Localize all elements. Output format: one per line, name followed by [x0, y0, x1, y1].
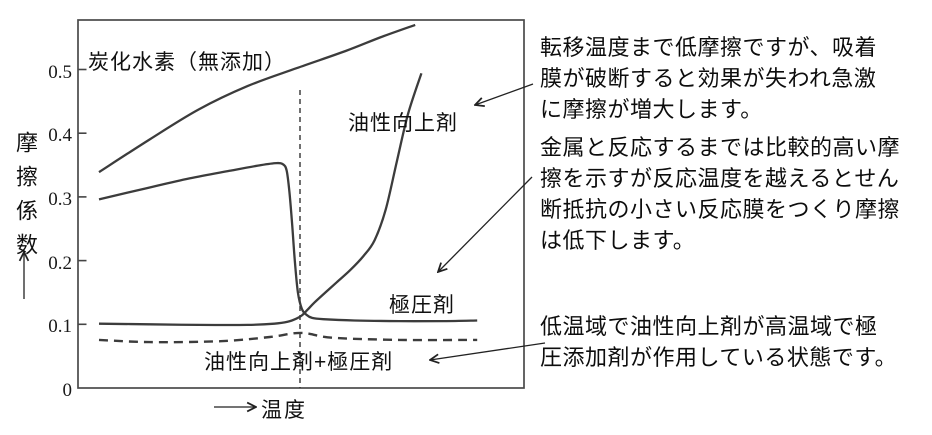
curve-label-oiliness: 油性向上剤	[348, 112, 458, 135]
annotation-arrow-combo	[430, 342, 546, 360]
x-axis-title: 温度	[261, 399, 307, 422]
curve-0	[98, 23, 416, 174]
curve-1	[98, 161, 478, 323]
annotation-line: 転移温度まで低摩擦ですが、吸着	[540, 35, 878, 60]
y-tick-label: 0	[62, 380, 73, 401]
annotation-line: 金属と反応するまでは比較的高い摩	[540, 135, 901, 160]
annotation-arrow-ep	[438, 176, 533, 272]
annotation-line: 擦を示すが反応温度を越えるとせん	[540, 166, 900, 191]
annotation-block-oiliness: 転移温度まで低摩擦ですが、吸着 膜が破断すると効果が失われ急激 に摩擦が増大しま…	[540, 32, 932, 125]
y-tick-label: 0.3	[48, 188, 72, 210]
curve-3	[98, 331, 478, 344]
plot-border	[77, 19, 525, 389]
annotation-block-combo: 低温域で油性向上剤が高温域で極 圧添加剤が作用している状態です。	[540, 311, 932, 373]
annotation-line: 膜が破断すると効果が失われ急激	[540, 66, 877, 91]
curve-label-hydrocarbon: 炭化水素（無添加）	[88, 51, 286, 74]
annotation-line: に摩擦が増大します。	[540, 97, 763, 122]
y-tick-label: 0.1	[48, 316, 72, 338]
annotation-line: は低下します。	[540, 228, 696, 253]
y-axis-tick-marks	[78, 68, 87, 326]
annotation-line: 断抵抗の小さい反応膜をつくり摩擦	[540, 197, 901, 222]
annotation-line: 低温域で油性向上剤が高温域で極	[540, 314, 878, 339]
curves	[98, 23, 478, 344]
curve-label-ep: 極圧剤	[389, 294, 455, 317]
annotation-block-ep: 金属と反応するまでは比較的高い摩 擦を示すが反応温度を越えるとせん 断抵抗の小さ…	[540, 132, 932, 256]
annotation-arrow-oiliness	[475, 83, 534, 105]
curve-2	[98, 72, 423, 327]
y-axis-title: 摩擦係数	[13, 131, 38, 267]
y-tick-label: 0.2	[48, 252, 72, 274]
curve-label-combo: 油性向上剤+極圧剤	[204, 351, 394, 374]
y-tick-label: 0.5	[48, 61, 72, 83]
y-tick-label: 0.4	[48, 125, 72, 147]
annotation-line: 圧添加剤が作用している状態です。	[540, 345, 898, 370]
